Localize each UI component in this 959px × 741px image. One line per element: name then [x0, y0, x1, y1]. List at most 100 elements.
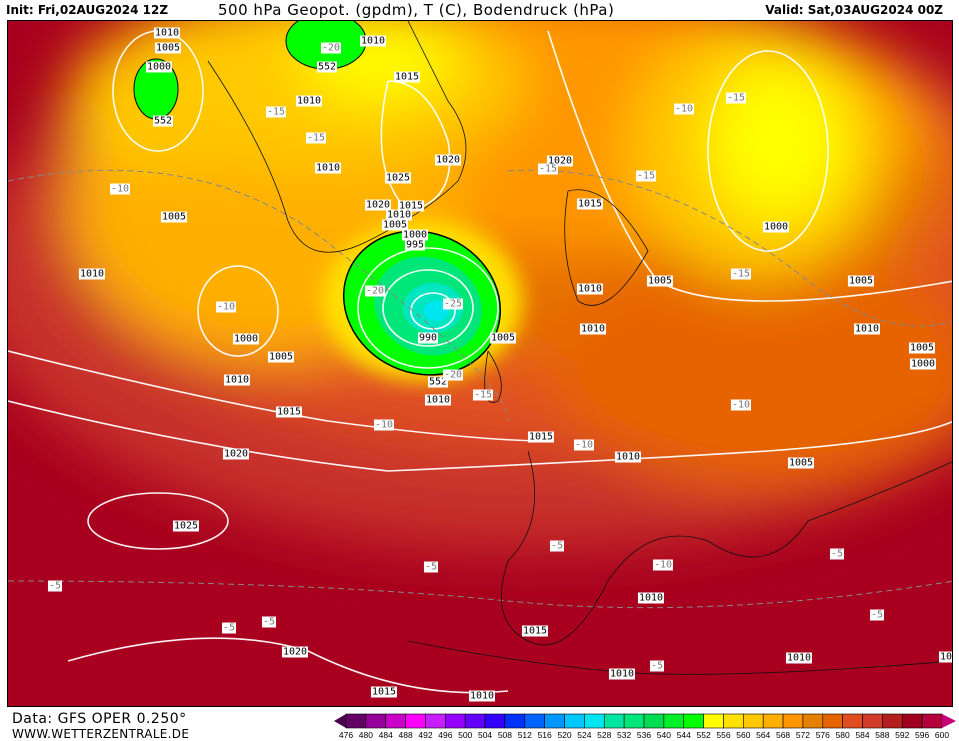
colorbar-tick-label: 524	[577, 730, 592, 740]
colorbar-tick-label: 544	[676, 730, 691, 740]
colorbar-tick-label: 500	[458, 730, 473, 740]
pressure-label: 1010	[614, 451, 642, 463]
temperature-label: -20	[320, 42, 342, 54]
colorbar-tick-label: 496	[438, 730, 453, 740]
temperature-label: -15	[725, 92, 747, 104]
pressure-label: 1020	[281, 646, 309, 658]
pressure-label: 1005	[646, 275, 674, 287]
colorbar-swatch	[425, 713, 446, 729]
pressure-label: 995	[404, 239, 426, 251]
temperature-label: -15	[265, 106, 287, 118]
colorbar-swatch	[723, 713, 744, 729]
colorbar-high-arrow	[942, 714, 956, 728]
colorbar-tick-label: 596	[915, 730, 930, 740]
colorbar-tick-label: 508	[497, 730, 513, 740]
colorbar-swatch	[365, 713, 387, 729]
colorbar-swatch	[603, 713, 625, 729]
data-source: Data: GFS OPER 0.250°	[12, 711, 187, 727]
pressure-label: 1010	[424, 394, 452, 406]
pressure-label: 1010	[78, 268, 106, 280]
pressure-label: 1020	[546, 155, 574, 167]
pressure-label: 1000	[909, 358, 937, 370]
colorbar-swatch	[663, 713, 685, 729]
colorbar-swatch	[822, 713, 843, 729]
colorbar-swatch	[901, 713, 923, 729]
pressure-label: 1015	[576, 198, 604, 210]
colorbar-tick-label: 480	[358, 730, 373, 740]
pressure-label: 1005	[847, 275, 875, 287]
colorbar-tick-label: 536	[636, 730, 652, 740]
temperature-label: -5	[221, 622, 237, 634]
temperature-label: -25	[442, 298, 464, 310]
colorbar-swatch	[782, 713, 804, 729]
temperature-label: -10	[730, 399, 752, 411]
pressure-label: 10	[938, 651, 953, 663]
pressure-label: 1000	[762, 221, 790, 233]
colorbar-swatch	[743, 713, 764, 729]
colorbar-swatch	[862, 713, 883, 729]
colorbar-tick-label: 476	[338, 730, 354, 740]
temperature-label: -10	[215, 301, 237, 313]
pressure-label: 1010	[579, 323, 607, 335]
temperature-label: -5	[649, 660, 665, 672]
pressure-label: 1025	[384, 172, 412, 184]
colorbar-tick-label: 504	[477, 730, 493, 740]
temperature-label: -5	[549, 540, 565, 552]
temperature-label: -10	[673, 103, 695, 115]
pressure-label: 1015	[527, 431, 555, 443]
pressure-label: 1005	[489, 332, 517, 344]
temperature-label: -5	[261, 616, 277, 628]
pressure-label: 1020	[222, 448, 250, 460]
geopotential-field	[8, 21, 952, 706]
pressure-label: 1010	[359, 35, 387, 47]
colorbar-swatch	[842, 713, 863, 729]
pressure-label: 1015	[393, 71, 421, 83]
temperature-label: -10	[373, 419, 395, 431]
temperature-label: -15	[305, 132, 327, 144]
pressure-label: 1000	[232, 333, 260, 345]
colorbar-swatch	[385, 713, 406, 729]
pressure-label: 1025	[172, 520, 200, 532]
pressure-label: 1015	[521, 625, 549, 637]
colorbar-tick-label: 588	[875, 730, 890, 740]
colorbar-swatch	[544, 713, 565, 729]
colorbar-tick-label: 560	[736, 730, 751, 740]
colorbar-tick-label: 564	[756, 730, 771, 740]
valid-time: Valid: Sat,03AUG2024 00Z	[765, 3, 943, 17]
temperature-label: -20	[364, 285, 386, 297]
pressure-label: 1010	[295, 95, 323, 107]
pressure-label: 990	[417, 332, 439, 344]
colorbar-low-arrow	[334, 714, 346, 728]
pressure-label: 1000	[401, 229, 429, 241]
pressure-label: 1010	[608, 668, 636, 680]
pressure-label: 1010	[853, 323, 881, 335]
colorbar-tick-label: 576	[815, 730, 830, 740]
colorbar-swatch	[564, 713, 585, 729]
colorbar-swatch	[703, 713, 724, 729]
pressure-label: 1010	[385, 209, 413, 221]
pressure-label: 1010	[468, 690, 496, 702]
pressure-label: 1010	[223, 374, 251, 386]
pressure-label: 1005	[154, 42, 182, 54]
colorbar-swatch	[584, 713, 605, 729]
colorbar-tick-label: 488	[398, 730, 413, 740]
colorbar-tick-label: 540	[656, 730, 671, 740]
pressure-label: 1010	[314, 162, 342, 174]
pressure-label: 1005	[160, 211, 188, 223]
colorbar-swatch	[802, 713, 824, 729]
colorbar-swatch	[484, 713, 506, 729]
colorbar-swatch	[623, 713, 645, 729]
pressure-label: 1015	[275, 406, 303, 418]
temperature-label: -10	[652, 559, 674, 571]
colorbar-swatch	[464, 713, 486, 729]
colorbar-tick-label: 512	[517, 730, 532, 740]
website: WWW.WETTERZENTRALE.DE	[12, 727, 190, 741]
pressure-label: 1010	[637, 592, 665, 604]
colorbar-tick-label: 532	[617, 730, 632, 740]
geopotential-label: 552	[316, 61, 338, 73]
colorbar-tick-label: 568	[775, 730, 791, 740]
colorbar-tick-label: 592	[895, 730, 910, 740]
temperature-label: -15	[537, 163, 559, 175]
temperature-label: -5	[47, 580, 63, 592]
pressure-label: 1015	[397, 200, 425, 212]
